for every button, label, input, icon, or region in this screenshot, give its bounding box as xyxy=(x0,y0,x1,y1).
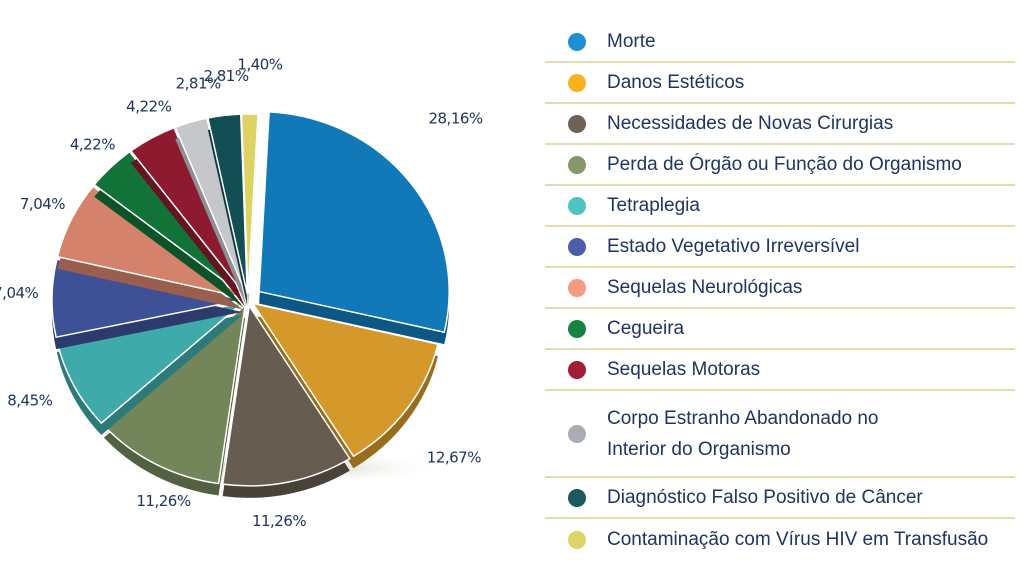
pie-slice-top xyxy=(129,126,246,296)
data-label: 12,67% xyxy=(427,448,481,466)
legend-item: Morte xyxy=(545,22,1015,63)
legend-item: Diagnóstico Falso Positivo de Câncer xyxy=(545,478,1015,519)
data-label: 2,81% xyxy=(176,75,221,93)
legend-dot-icon xyxy=(568,424,586,443)
legend-item: Sequelas Neurológicas xyxy=(545,268,1015,309)
legend-item: Sequelas Motoras xyxy=(545,350,1015,391)
pie-slice-top xyxy=(258,111,450,334)
legend-label-line: Interior do Organismo xyxy=(607,438,791,460)
legend-dot-icon xyxy=(568,278,586,297)
legend-label: Contaminação com Vírus HIV em Transfusão xyxy=(607,529,989,550)
data-label: 7,04% xyxy=(0,284,39,302)
legend-label: Tetraplegia xyxy=(607,195,700,216)
legend-label: Morte xyxy=(607,31,656,52)
data-label: 4,22% xyxy=(70,136,115,154)
data-label: 11,26% xyxy=(252,512,306,530)
legend-dot-icon xyxy=(568,488,586,507)
pie-slice-2 xyxy=(251,302,439,469)
legend-label: Corpo Estranho Abandonado no Interior do … xyxy=(607,403,879,465)
legend-label: Danos Estéticos xyxy=(607,72,745,93)
legend-item: Estado Vegetativo Irreversível xyxy=(545,227,1015,268)
data-label: 28,16% xyxy=(428,109,482,127)
legend-label: Necessidades de Novas Cirurgias xyxy=(607,113,894,134)
data-label: 7,04% xyxy=(20,195,65,213)
legend-item: Perda de Órgão ou Função do Organismo xyxy=(545,145,1015,186)
pie-slice-top xyxy=(102,303,247,485)
legend-label: Perda de Órgão ou Função do Organismo xyxy=(607,154,962,175)
pie-slice-3 xyxy=(221,303,351,498)
pie-slice-12 xyxy=(240,113,259,307)
legend-label: Sequelas Neurológicas xyxy=(607,277,803,298)
legend-item: Tetraplegia xyxy=(545,186,1015,227)
pie-slice-6 xyxy=(51,258,243,350)
legend-item: Cegueira xyxy=(545,309,1015,350)
pie-slice-top xyxy=(51,258,243,339)
legend-dot-icon xyxy=(568,196,586,215)
legend-item: Contaminação com Vírus HIV em Transfusão xyxy=(545,519,1015,560)
legend: Morte Danos Estéticos Necessidades de Nova… xyxy=(545,22,1015,560)
legend-dot-icon xyxy=(568,73,586,92)
legend-dot-icon xyxy=(568,237,586,256)
pie-chart: 28,16% 12,67% 11,26% 11,26% 8,45% 7,04% 7,04% 4… xyxy=(0,55,483,530)
pie-slice-top xyxy=(207,113,249,295)
pie-slice-top xyxy=(174,117,247,295)
data-label: 1,40% xyxy=(237,55,282,73)
legend-label: Diagnóstico Falso Positivo de Câncer xyxy=(607,487,923,508)
data-label: 2,81% xyxy=(203,67,248,85)
legend-item: Necessidades de Novas Cirurgias xyxy=(545,104,1015,145)
legend-label: Cegueira xyxy=(607,318,685,339)
pie-slice-10 xyxy=(174,117,247,307)
legend-dot-icon xyxy=(568,319,586,338)
legend-dot-icon xyxy=(568,360,586,379)
pie-slice-1 xyxy=(258,111,450,345)
pie-slice-side xyxy=(175,130,247,307)
pie-slice-9 xyxy=(129,126,246,307)
legend-item: Danos Estéticos xyxy=(545,63,1015,104)
pie-slice-top xyxy=(93,150,245,297)
legend-dot-icon xyxy=(568,530,586,549)
legend-dot-icon xyxy=(568,155,586,174)
legend-label: Sequelas Motoras xyxy=(607,359,761,380)
data-label: 8,45% xyxy=(7,391,52,409)
pie-slice-top xyxy=(240,113,259,295)
pie-slice-top xyxy=(221,303,351,487)
pie-slice-11 xyxy=(207,113,249,307)
data-label: 4,22% xyxy=(126,98,171,116)
legend-dot-icon xyxy=(568,32,586,51)
legend-label: Estado Vegetativo Irreversível xyxy=(607,236,860,257)
pie-slice-top xyxy=(251,302,439,458)
pie-slice-8 xyxy=(93,150,245,308)
legend-item: Corpo Estranho Abandonado no Interior do … xyxy=(545,391,1015,478)
pie-slice-4 xyxy=(102,303,247,496)
legend-label-line: Corpo Estranho Abandonado no xyxy=(607,407,879,429)
data-label: 11,26% xyxy=(136,492,190,510)
legend-dot-icon xyxy=(568,114,586,133)
